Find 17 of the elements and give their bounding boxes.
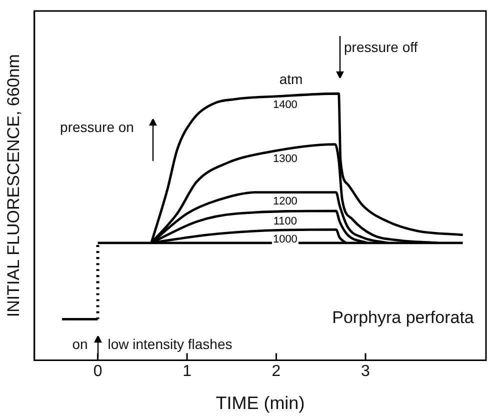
y-axis-title: INITIAL FLUORESCENCE, 660nm bbox=[4, 54, 23, 318]
x-tick-label: 0 bbox=[93, 363, 102, 380]
series-label: 1000 bbox=[272, 233, 298, 246]
annotation: Porphyra perforata bbox=[332, 308, 474, 328]
series-label: 1200 bbox=[272, 195, 298, 208]
text: pressure off bbox=[344, 39, 418, 55]
x-tick-label: 2 bbox=[272, 363, 281, 380]
annotation: low intensity flashes bbox=[108, 336, 232, 352]
x-tick-label: 1 bbox=[182, 363, 192, 380]
annotation: pressure on bbox=[60, 119, 134, 135]
series-label: 1300 bbox=[272, 153, 298, 166]
series-label: 1100 bbox=[273, 215, 298, 228]
annotation: on bbox=[72, 336, 88, 352]
series-label: 1400 bbox=[272, 98, 298, 111]
text: atm bbox=[279, 71, 303, 87]
x-tick-label: 3 bbox=[361, 363, 370, 380]
x-axis-title: TIME (min) bbox=[216, 393, 305, 414]
